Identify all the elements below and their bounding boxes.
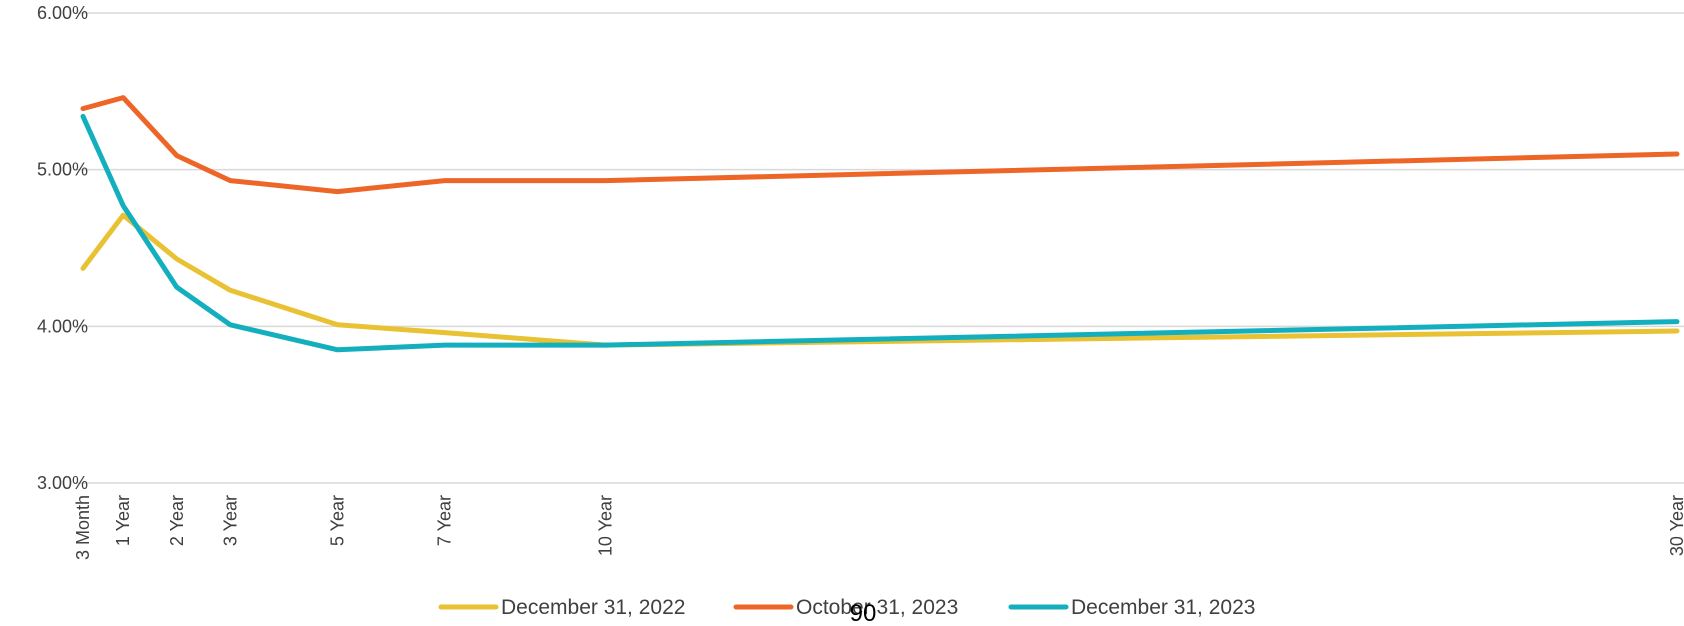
- legend-label: December 31, 2023: [1071, 596, 1255, 619]
- series-line: [80, 113, 1680, 353]
- x-tick-label: 5 Year: [328, 495, 348, 546]
- y-tick-label: 5.00%: [37, 160, 88, 180]
- y-tick-label: 4.00%: [37, 316, 88, 336]
- x-tick-label: 3 Year: [220, 495, 240, 546]
- x-tick-label: 3 Month: [73, 495, 93, 560]
- y-tick-label: 3.00%: [37, 473, 88, 493]
- legend: December 31, 2022 October 31, 2023 Decembe…: [438, 596, 1255, 619]
- x-tick-label: 30 Year: [1667, 495, 1684, 556]
- x-tick-label: 7 Year: [435, 495, 455, 546]
- page-number: 90: [850, 600, 877, 626]
- gridlines: [76, 12, 1684, 484]
- series-lines: [80, 95, 1680, 353]
- y-axis-tick-labels: 3.00% 4.00% 5.00% 6.00%: [37, 3, 88, 493]
- x-tick-label: 1 Year: [113, 495, 133, 546]
- x-tick-label: 10 Year: [595, 495, 615, 556]
- x-tick-label: 2 Year: [167, 495, 187, 546]
- y-tick-label: 6.00%: [37, 3, 88, 23]
- x-axis-tick-labels: 3 Month 1 Year 2 Year 3 Year 5 Year 7 Year 10 …: [73, 495, 1684, 560]
- legend-label: December 31, 2022: [501, 596, 685, 619]
- legend-label: October 31, 2023: [796, 596, 958, 619]
- series-line: [80, 95, 1680, 195]
